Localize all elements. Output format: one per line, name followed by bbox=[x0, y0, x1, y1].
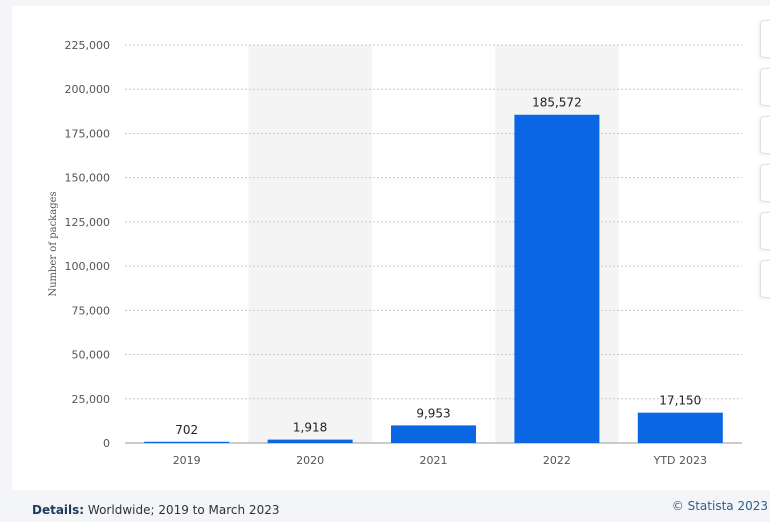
gridlines bbox=[125, 44, 742, 444]
bar-2021 bbox=[391, 425, 476, 443]
side-button-6[interactable] bbox=[760, 260, 770, 298]
side-button-2[interactable] bbox=[760, 68, 770, 106]
data-label: 17,150 bbox=[659, 394, 701, 408]
x-tick-label: 2019 bbox=[173, 454, 201, 467]
side-button-3[interactable] bbox=[760, 116, 770, 154]
x-tick-label: YTD 2023 bbox=[653, 454, 707, 467]
bar-2022 bbox=[514, 114, 600, 444]
details-text: Worldwide; 2019 to March 2023 bbox=[84, 503, 280, 517]
data-label: 185,572 bbox=[532, 96, 582, 110]
y-axis-ticks: 0 25,000 50,000 75,000 100,000 125,000 150,000… bbox=[65, 39, 111, 450]
data-labels: 702 1,918 9,953 185,572 17,150 bbox=[175, 96, 701, 437]
bar-2019 bbox=[144, 441, 230, 443]
details-note: Details: Worldwide; 2019 to March 2023 bbox=[32, 503, 279, 517]
side-button-4[interactable] bbox=[760, 164, 770, 202]
y-tick-label: 25,000 bbox=[72, 393, 111, 406]
x-tick-label: 2022 bbox=[543, 454, 571, 467]
y-tick-label: 225,000 bbox=[65, 39, 111, 52]
y-tick-label: 100,000 bbox=[65, 260, 111, 273]
y-tick-label: 150,000 bbox=[65, 172, 111, 185]
chart-card: 0 25,000 50,000 75,000 100,000 125,000 150,000… bbox=[12, 6, 770, 490]
data-label: 1,918 bbox=[293, 421, 327, 435]
x-tick-label: 2020 bbox=[296, 454, 324, 467]
bar-ytd-2023 bbox=[637, 412, 723, 443]
y-tick-label: 200,000 bbox=[65, 83, 111, 96]
side-button-5[interactable] bbox=[760, 212, 770, 250]
statista-credit[interactable]: © Statista 2023 bbox=[671, 499, 768, 513]
y-tick-label: 175,000 bbox=[65, 127, 111, 140]
y-axis-title: Number of packages bbox=[48, 191, 59, 296]
bar-2020 bbox=[267, 439, 353, 443]
data-label: 9,953 bbox=[416, 406, 450, 420]
y-tick-label: 75,000 bbox=[72, 304, 111, 317]
bars bbox=[144, 114, 723, 444]
side-toolbar bbox=[760, 20, 770, 308]
y-tick-label: 0 bbox=[103, 437, 110, 450]
details-label: Details: bbox=[32, 503, 85, 517]
y-tick-label: 50,000 bbox=[72, 349, 111, 362]
band-1 bbox=[248, 45, 372, 443]
x-axis-ticks: 2019 2020 2021 2022 YTD 2023 bbox=[173, 454, 707, 467]
bar-chart: 0 25,000 50,000 75,000 100,000 125,000 150,000… bbox=[48, 39, 742, 467]
x-tick-label: 2021 bbox=[420, 454, 448, 467]
side-button-1[interactable] bbox=[760, 20, 770, 58]
y-tick-label: 125,000 bbox=[65, 216, 111, 229]
data-label: 702 bbox=[175, 423, 198, 437]
